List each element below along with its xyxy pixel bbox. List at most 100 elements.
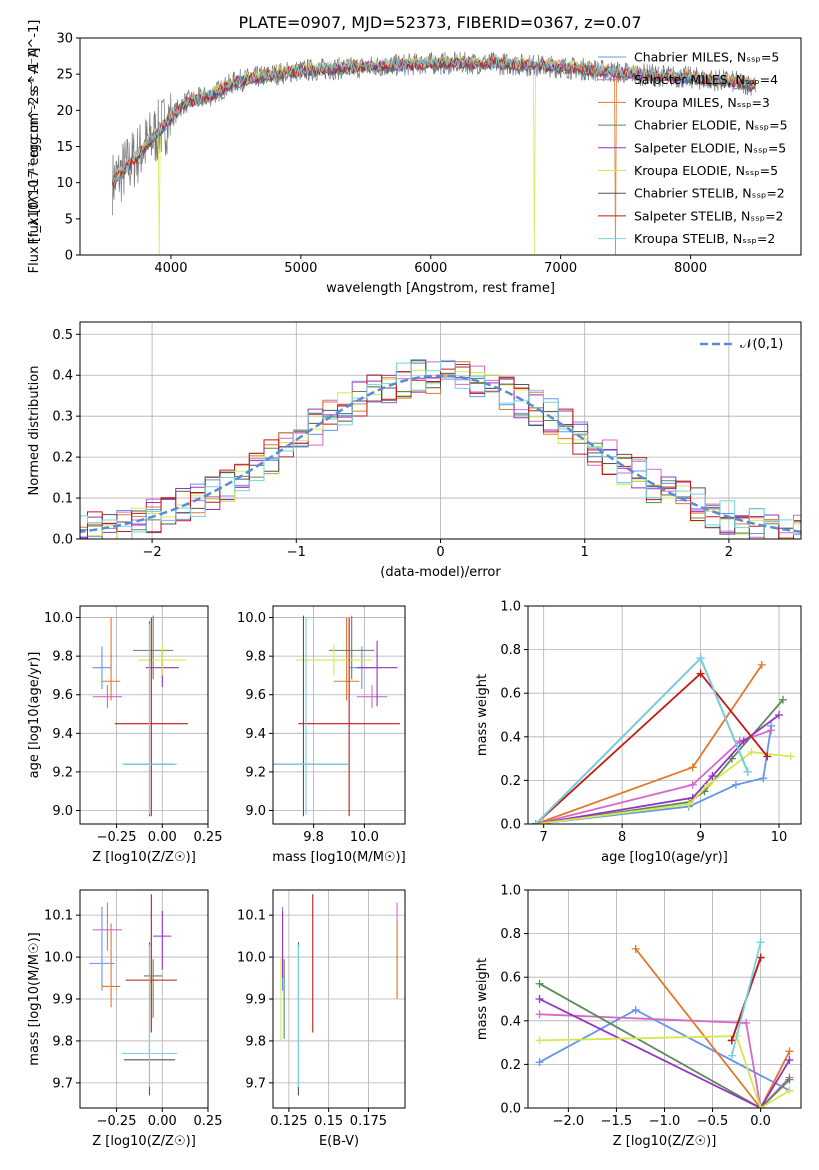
- y-tick-label: 9.6: [245, 688, 266, 703]
- y-tick-label: 0.8: [500, 927, 521, 942]
- x-tick-label: 0.00: [148, 1114, 177, 1129]
- axes-frame: [272, 605, 406, 825]
- y-tick-label: 0.2: [52, 451, 73, 466]
- y-tick-label: 0.0: [52, 533, 73, 548]
- legend-label: 𝒩(0,1): [740, 337, 783, 352]
- x-tick-label: −0.25: [97, 830, 137, 845]
- weight-marker: [756, 953, 765, 962]
- legend-label: Chabrier STELIB, Nₛₛₚ=2: [634, 186, 785, 201]
- panel-massweight_vs_age: 7 8 9 10 0.0 0.2 0.4 0.6 0.8 1.0 age [log10(age/yr…: [475, 600, 802, 865]
- errorbar-point: [133, 615, 174, 680]
- plot-area: [273, 615, 400, 817]
- weight-marker: [747, 748, 756, 757]
- x-tick-label: −1.0: [649, 1114, 681, 1129]
- y-tick-label: 0.2: [500, 774, 521, 789]
- errorbar-point: [125, 894, 177, 1033]
- weight-line: [535, 699, 784, 824]
- y-tick-label: 0.4: [500, 730, 521, 745]
- legend-label: Salpeter MILES, Nₛₛₚ=4: [634, 72, 778, 87]
- weight-marker: [535, 995, 544, 1003]
- errorbar-point: [92, 902, 123, 951]
- weight-marker: [757, 660, 766, 669]
- weight-marker: [742, 1018, 751, 1027]
- x-axis-label: wavelength [Angstrom, rest frame]: [326, 281, 555, 296]
- axes-frame: [79, 605, 209, 825]
- y-tick-label: 0.2: [500, 1058, 521, 1073]
- y-tick-label: 0: [65, 249, 73, 264]
- legend-label: Chabrier ELODIE, Nₛₛₚ=5: [634, 118, 788, 133]
- x-tick-label: 0.125: [270, 1114, 307, 1129]
- plot-area: [535, 938, 794, 1108]
- weight-line: [539, 998, 791, 1108]
- x-tick-label: 8000: [674, 261, 707, 276]
- y-tick-label: 10.0: [44, 611, 73, 626]
- y-tick-label: 0.4: [500, 1014, 521, 1029]
- x-tick-label: 8: [618, 830, 626, 845]
- panels: 4000 5000 6000 7000 8000051015202530waveleng…: [27, 20, 802, 1149]
- errorbar-point: [101, 617, 121, 701]
- x-tick-label: 9.8: [303, 830, 324, 845]
- weight-line: [535, 656, 749, 824]
- errorbar-point: [328, 615, 375, 680]
- x-tick-label: 7000: [544, 261, 577, 276]
- errorbar-point: [356, 685, 388, 709]
- errorbar-point: [114, 617, 188, 817]
- plot-area: [280, 894, 398, 1096]
- plot-area: [80, 359, 801, 539]
- x-tick-label: 9: [696, 830, 704, 845]
- weight-marker: [767, 726, 776, 735]
- weight-marker: [756, 938, 765, 947]
- x-tick-label: −1.5: [601, 1114, 633, 1129]
- weight-marker: [756, 1104, 765, 1108]
- errorbar-point: [92, 685, 123, 709]
- weight-line: [539, 1035, 790, 1108]
- x-tick-label: −0.25: [97, 1114, 137, 1129]
- y-tick-label: 9.8: [52, 650, 73, 665]
- panel-massweight_vs_Z: −2.0 −1.5 −1.0 −0.5 0.0 0.0 0.2 0.4 0.6 0.8 1.0 Z […: [475, 884, 802, 1149]
- errorbar-point: [144, 959, 163, 1018]
- y-tick-label: 10.1: [237, 909, 266, 924]
- weight-marker: [785, 1086, 794, 1095]
- x-tick-label: −2.0: [553, 1114, 585, 1129]
- weight-marker: [531, 820, 540, 824]
- weight-marker: [631, 944, 640, 953]
- y-tick-label: 30: [56, 32, 73, 47]
- x-axis-label: Z [log10(Z/Z☉)]: [92, 1134, 196, 1149]
- x-tick-label: 4000: [154, 261, 187, 276]
- y-tick-label: 9.7: [245, 1076, 266, 1091]
- weight-marker: [727, 754, 736, 763]
- y-tick-label: 0.6: [500, 687, 521, 702]
- weight-marker: [739, 737, 748, 746]
- x-tick-label: 0.25: [194, 1114, 223, 1129]
- legend-label: Salpeter STELIB, Nₛₛₚ=2: [634, 208, 784, 223]
- weight-marker: [759, 774, 768, 783]
- x-tick-label: 0.15: [314, 1114, 343, 1129]
- plot-area: [112, 51, 756, 255]
- x-tick-label: 1: [581, 545, 589, 560]
- axes-frame: [527, 605, 802, 825]
- errorbar-point: [122, 944, 177, 1088]
- weight-marker: [535, 1036, 544, 1045]
- errorbar-point: [101, 923, 121, 1008]
- x-axis-label: E(B-V): [319, 1134, 359, 1149]
- weight-line: [535, 664, 763, 824]
- panel-mass_vs_Z: −0.25 0.00 0.25 9.7 9.8 9.9 10.0 10.1 Z [log10(Z…: [27, 889, 223, 1149]
- y-tick-label: 0.3: [52, 410, 73, 425]
- y-tick-label: 0.0: [500, 1102, 521, 1117]
- errorbar-point: [138, 644, 187, 676]
- y-tick-label: 10.1: [44, 909, 73, 924]
- y-tick-label: 1.0: [500, 600, 521, 615]
- x-tick-label: 0: [436, 545, 444, 560]
- y-tick-label: 10.0: [44, 951, 73, 966]
- weight-marker: [684, 800, 693, 809]
- y-tick-label: 10.0: [237, 611, 266, 626]
- weight-marker: [731, 780, 740, 789]
- y-tick-label: 9.8: [245, 650, 266, 665]
- x-tick-label: −0.5: [697, 1114, 729, 1129]
- panel-residuals: −2 −1 0 1 2 0.0 0.1 0.2 0.3 0.4 0.5 (data-model)/er…: [27, 321, 802, 580]
- errorbar-point: [356, 640, 398, 707]
- y-tick-label: 9.2: [245, 765, 266, 780]
- y-tick-label: 1.0: [500, 884, 521, 899]
- y-tick-label: 10.0: [237, 951, 266, 966]
- weight-marker: [778, 695, 787, 704]
